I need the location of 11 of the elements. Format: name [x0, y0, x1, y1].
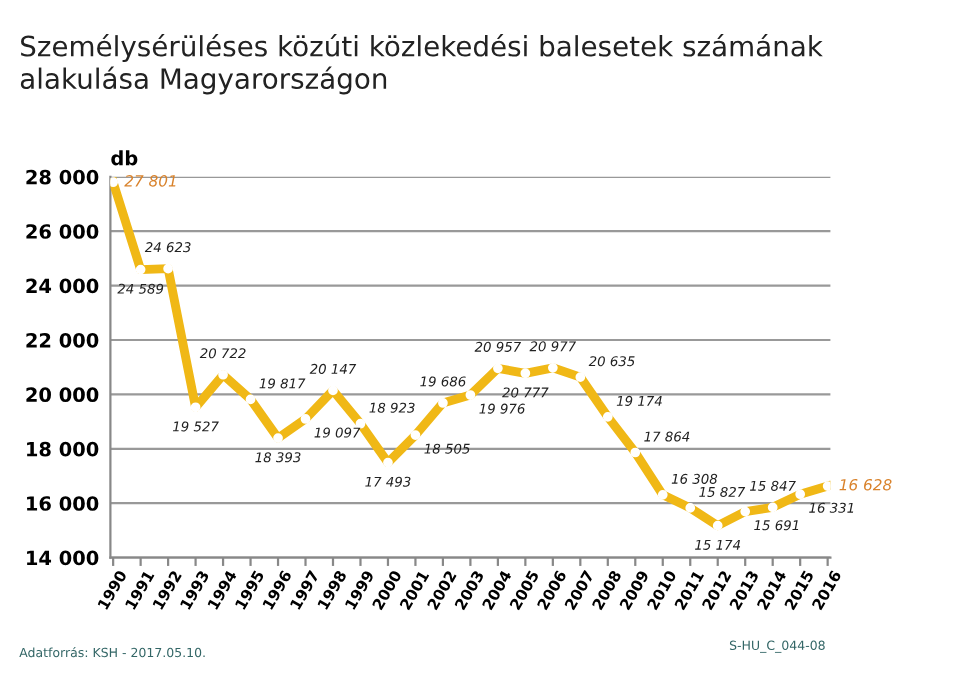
y-tick-label: 16 000 [27, 496, 99, 511]
y-tick-label: 26 000 [26, 224, 99, 239]
line-series [110, 177, 831, 531]
y-tick-label: 20 000 [26, 387, 99, 403]
y-tick-label: 24 000 [26, 278, 99, 294]
y-tick-label: 28 000 [26, 169, 99, 185]
chart-title: Személysérüléses közúti közlekedési balesetek számának alakulása Magyarországon [20, 34, 823, 95]
y-axis-title: db [111, 150, 138, 166]
y-tick-label: 14 000 [27, 550, 99, 566]
y-tick-label: 22 000 [26, 332, 99, 348]
y-tick-label: 18 000 [27, 441, 99, 457]
